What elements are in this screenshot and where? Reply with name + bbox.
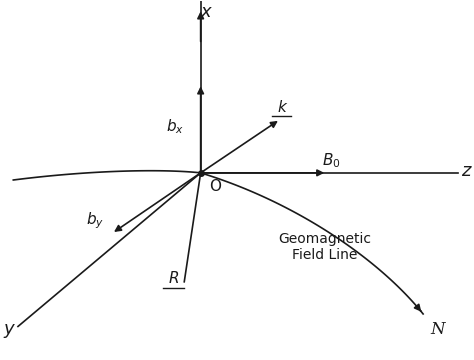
Text: x: x xyxy=(201,3,211,21)
Text: z: z xyxy=(461,162,470,180)
Text: $k$: $k$ xyxy=(277,99,288,115)
Text: $b_x$: $b_x$ xyxy=(166,117,184,136)
Text: N: N xyxy=(430,321,445,338)
Text: y: y xyxy=(4,320,14,338)
Text: O: O xyxy=(209,179,221,194)
Text: $B_0$: $B_0$ xyxy=(322,151,341,170)
Text: $R$: $R$ xyxy=(168,270,179,286)
Text: $b_y$: $b_y$ xyxy=(86,211,104,231)
Text: Geomagnetic
Field Line: Geomagnetic Field Line xyxy=(278,232,371,262)
